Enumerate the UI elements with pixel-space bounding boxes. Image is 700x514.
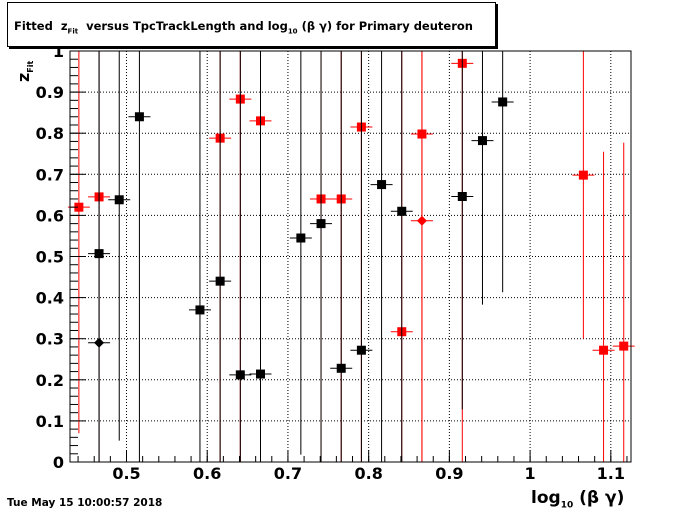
- title-suffix: (β γ) for Primary deuteron: [301, 19, 473, 33]
- x-tick-label: 0.8: [354, 464, 382, 483]
- data-point: [477, 136, 487, 146]
- data-point: [336, 363, 346, 373]
- y-tick-label: 0.6: [36, 206, 64, 225]
- data-point: [578, 170, 588, 180]
- x-tick-label: 0.9: [435, 464, 463, 483]
- data-point: [457, 191, 467, 201]
- data-point: [377, 180, 387, 190]
- x-tick-label: 1: [525, 464, 536, 483]
- data-point-diamond: [416, 215, 427, 226]
- timestamp: Tue May 15 10:00:57 2018: [7, 497, 163, 509]
- x-axis-title: log10 (β γ): [531, 488, 624, 510]
- y-tick-label: 0.3: [36, 330, 64, 349]
- data-series: [67, 51, 635, 462]
- x-tick-label: 0.5: [112, 464, 140, 483]
- x-tick-label: 0.7: [274, 464, 302, 483]
- y-tick-label: 0.8: [36, 124, 64, 143]
- data-point: [114, 195, 124, 205]
- x-axis-title-main: log: [531, 488, 561, 508]
- data-point: [134, 112, 144, 122]
- axis-ticks: 0.5 0.6 0.7 0.8 0.9 1 1.1 0 0.1 0.2 0.3 0.4 0.5 0.6 0.…: [36, 42, 628, 483]
- y-tick-label: 0.9: [36, 83, 64, 102]
- chart-title: Fitted zFit versus TpcTrackLength and lo…: [14, 19, 473, 35]
- grid-lines: [70, 50, 631, 463]
- y-tick-label: 0.5: [36, 248, 64, 267]
- data-point: [498, 97, 508, 107]
- data-point: [599, 345, 609, 355]
- x-axis-title-sub: 10: [560, 500, 574, 511]
- x-tick-label: 0.6: [193, 464, 221, 483]
- data-point-diamond: [94, 337, 105, 348]
- y-tick-label: 1: [53, 42, 64, 61]
- title-var-sub: Fit: [67, 27, 79, 36]
- data-point: [74, 202, 84, 212]
- data-point: [195, 305, 205, 315]
- title-box: Fitted zFit versus TpcTrackLength and lo…: [7, 2, 496, 47]
- series-group: [67, 51, 635, 462]
- title-log-sub: 10: [287, 27, 298, 36]
- data-point: [316, 219, 326, 229]
- data-point: [255, 369, 265, 379]
- series-group: [88, 51, 514, 462]
- title-middle: versus TpcTrackLength and log: [86, 19, 288, 33]
- y-tick-label: 0.4: [36, 289, 64, 308]
- y-tick-label: 0.1: [36, 412, 64, 431]
- data-point: [215, 276, 225, 286]
- data-point: [397, 206, 407, 216]
- title-var: z: [60, 19, 68, 33]
- y-axis-title-main: z: [14, 72, 33, 82]
- title-prefix: Fitted: [14, 19, 53, 33]
- data-point: [619, 341, 629, 351]
- data-point: [296, 233, 306, 243]
- y-axis-title: zFit: [14, 61, 35, 82]
- y-axis-title-sub: Fit: [26, 60, 36, 73]
- x-axis-title-rest: (β γ): [579, 488, 625, 508]
- y-tick-label: 0.2: [36, 371, 64, 390]
- y-tick-label: 0.7: [36, 165, 64, 184]
- data-point: [235, 370, 245, 380]
- y-tick-label: 0: [53, 453, 64, 472]
- x-tick-label: 1.1: [597, 464, 625, 483]
- data-point: [356, 345, 366, 355]
